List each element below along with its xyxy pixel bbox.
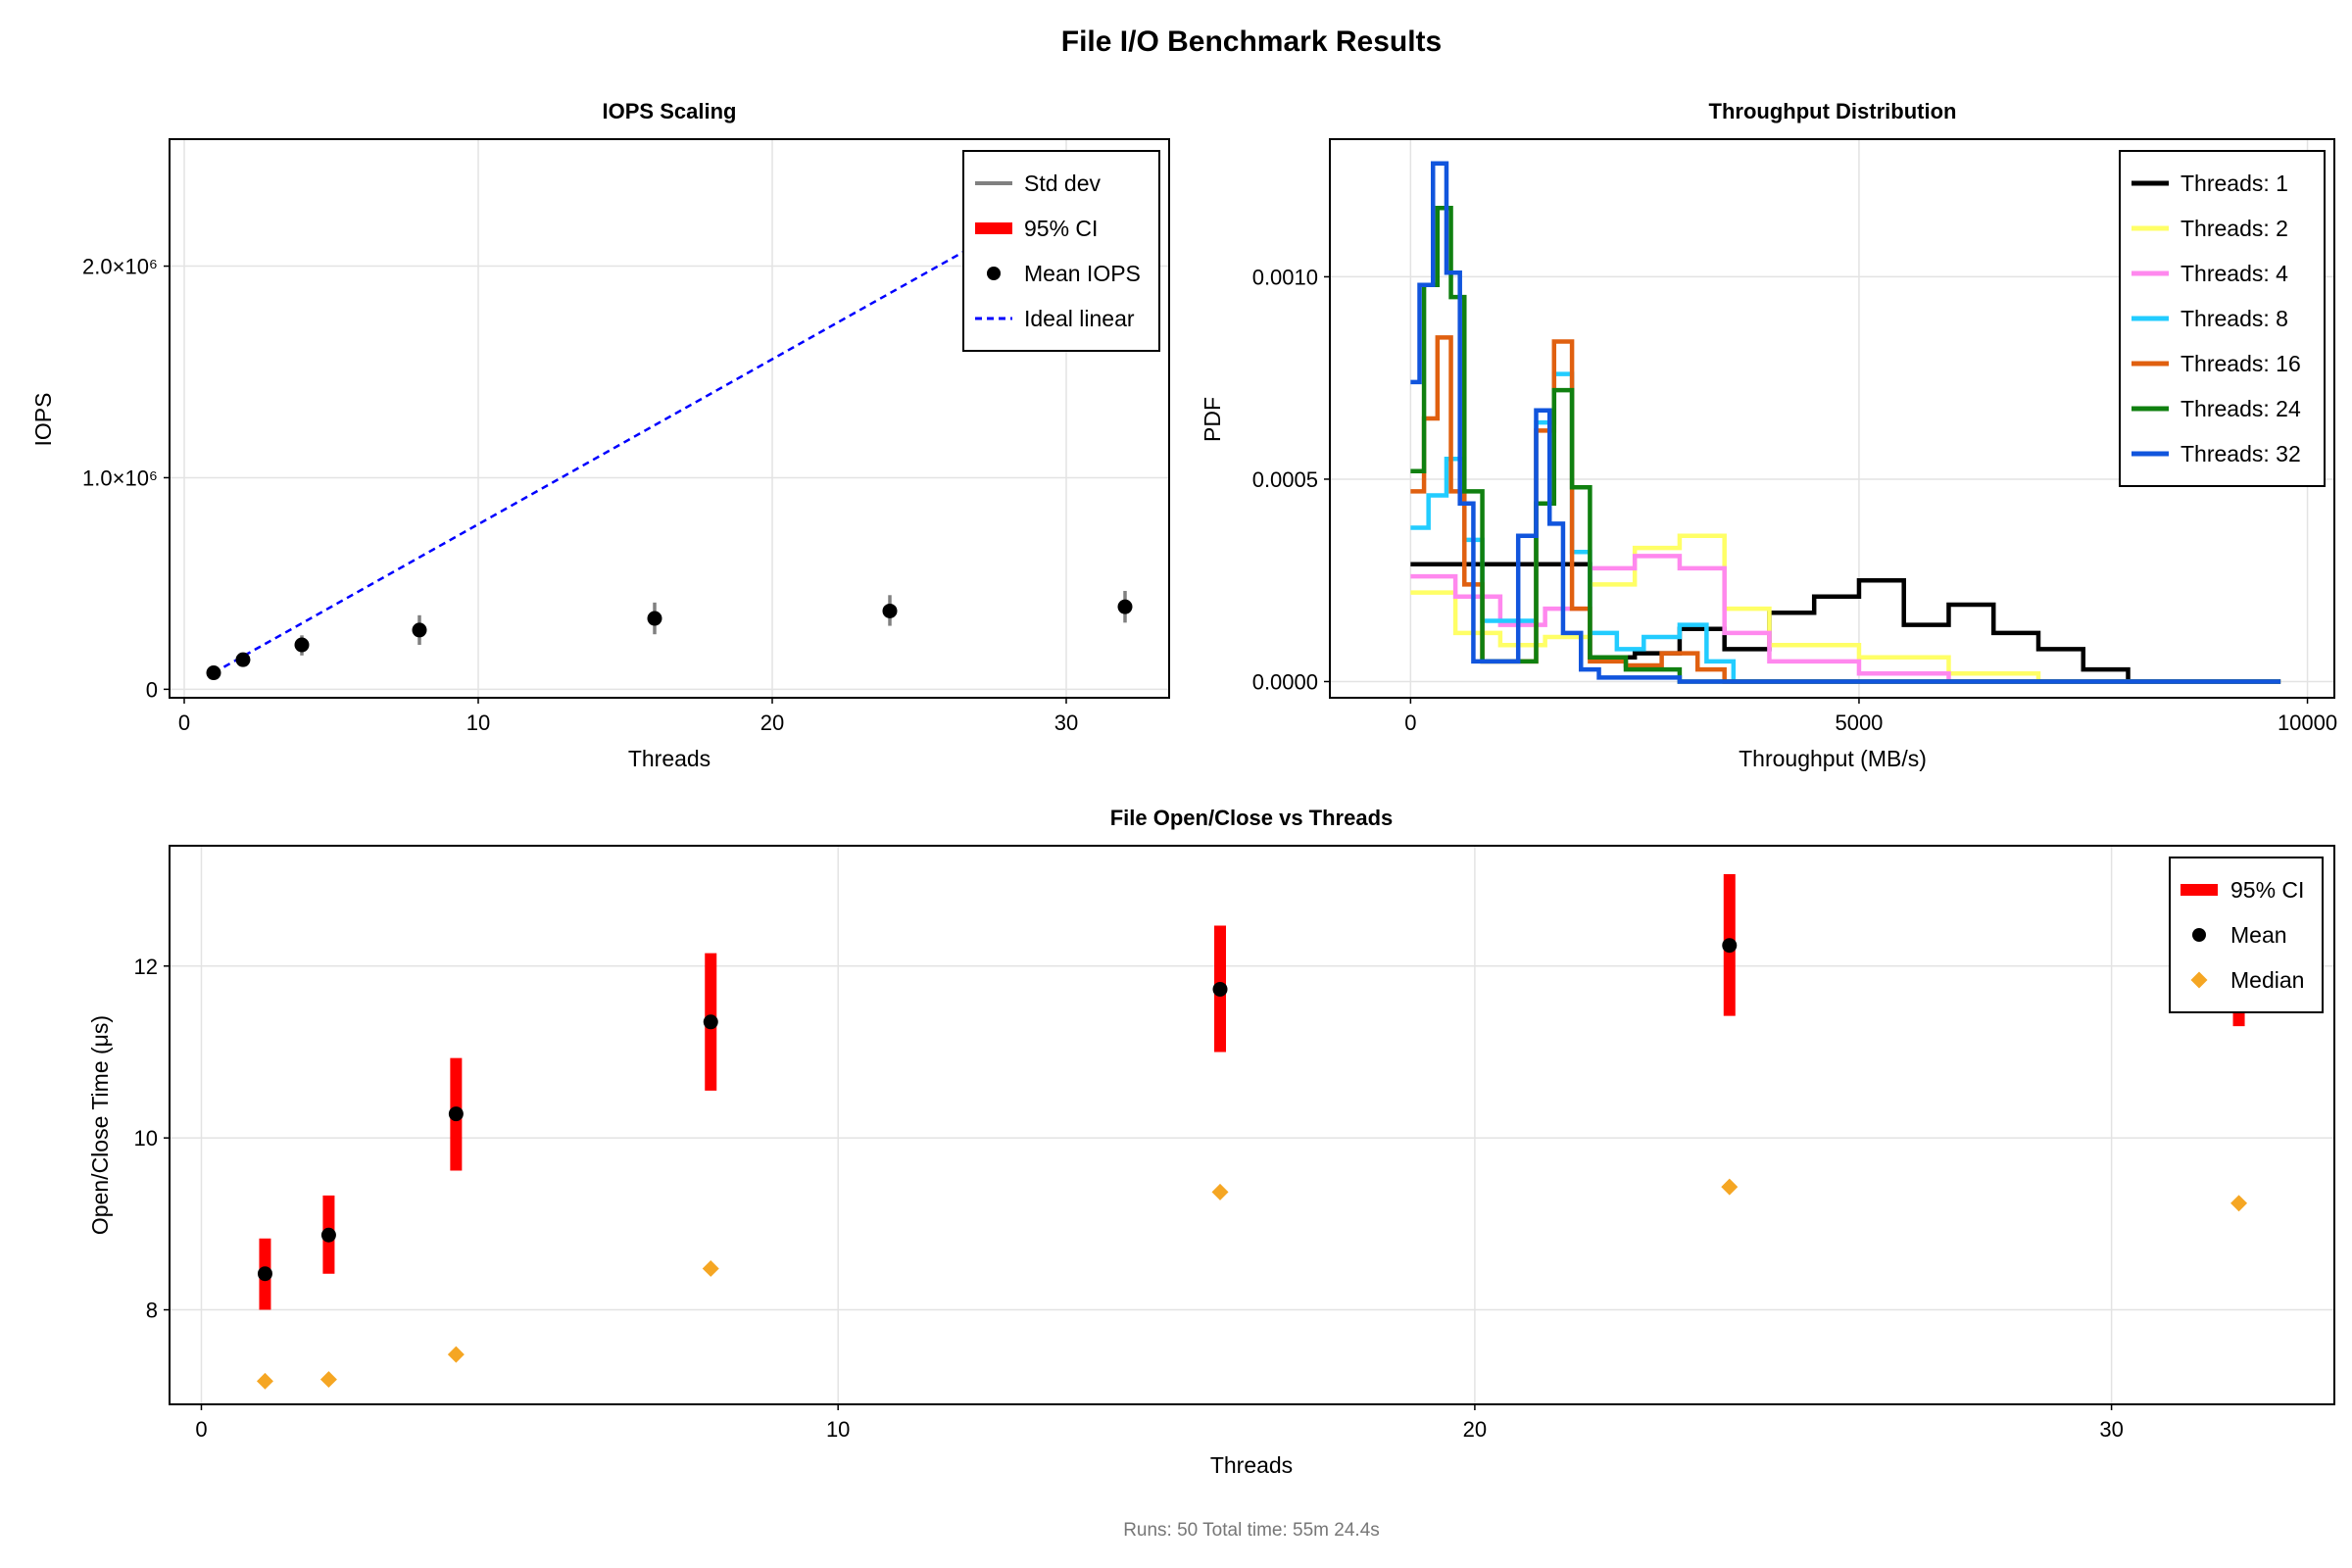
histogram-series-6 <box>1410 205 2281 684</box>
median-point <box>1721 1178 1739 1196</box>
openclose-x-tick-label: 10 <box>826 1417 850 1442</box>
mean-point <box>257 1266 272 1282</box>
legend-mean-swatch <box>987 267 1001 280</box>
legend-series-label: Threads: 1 <box>2180 171 2288 196</box>
legend-std-dev-label: Std dev <box>1024 171 1101 196</box>
throughput-y-axis-label: PDF <box>1200 397 1225 442</box>
throughput-x-tick-label: 5000 <box>1835 710 1883 735</box>
openclose-x-tick-label: 20 <box>1463 1417 1487 1442</box>
iops-y-tick-label: 1.0×10⁶ <box>82 466 158 490</box>
median-point <box>319 1371 337 1389</box>
histogram-series-2 <box>1410 533 2281 684</box>
mean-point <box>1212 981 1228 997</box>
throughput-y-tick-label: 0.0010 <box>1252 265 1318 289</box>
legend-series-label: Threads: 24 <box>2180 396 2301 421</box>
legend-oc-median-label: Median <box>2230 967 2304 993</box>
mean-point <box>448 1106 464 1122</box>
histogram-series-1 <box>1410 562 2281 684</box>
openclose-data-marks <box>256 873 2248 1390</box>
openclose-y-tick-label: 10 <box>134 1126 158 1151</box>
median-point <box>256 1372 273 1390</box>
iops-y-tick-label: 2.0×10⁶ <box>82 255 158 279</box>
iops-x-tick-label: 10 <box>466 710 490 735</box>
openclose-gridlines <box>170 846 2334 1404</box>
mean-point <box>1722 938 1738 954</box>
legend-oc-ci-label: 95% CI <box>2230 877 2304 903</box>
mean-iops-point <box>1117 599 1133 614</box>
openclose-x-tick-label: 0 <box>195 1417 207 1442</box>
legend-oc-mean-label: Mean <box>2230 922 2287 948</box>
open-close-panel: File Open/Close vs Threads Threads Open/… <box>87 806 2335 1478</box>
mean-iops-point <box>206 665 221 681</box>
mean-iops-point <box>647 611 662 626</box>
mean-iops-point <box>412 622 427 638</box>
median-point <box>702 1259 719 1277</box>
histogram-series-7 <box>1410 161 2281 684</box>
legend-mean-label: Mean IOPS <box>1024 261 1141 286</box>
legend-ideal-label: Ideal linear <box>1024 306 1135 331</box>
histogram-series-3 <box>1410 554 2281 684</box>
legend-series-label: Threads: 8 <box>2180 306 2288 331</box>
legend-series-label: Threads: 2 <box>2180 216 2288 241</box>
figure-title: File I/O Benchmark Results <box>1061 25 1442 58</box>
iops-tick-labels: 0 10 20 30 0 1.0×10⁶ 2.0×10⁶ <box>82 255 1078 735</box>
throughput-data-marks <box>1410 161 2281 684</box>
iops-y-axis-label: IOPS <box>30 393 56 447</box>
iops-legend: Std dev 95% CI Mean IOPS Ideal linear <box>962 150 1160 352</box>
iops-x-tick-label: 30 <box>1054 710 1078 735</box>
openclose-x-axis-label: Threads <box>1210 1452 1293 1478</box>
throughput-x-tick-label: 10000 <box>2278 710 2337 735</box>
legend-ci-label: 95% CI <box>1024 216 1098 241</box>
throughput-plot-frame <box>1329 138 2335 699</box>
iops-y-tick-label: 0 <box>146 677 158 702</box>
median-point <box>2230 1195 2248 1212</box>
openclose-y-axis-label: Open/Close Time (μs) <box>87 1015 113 1235</box>
legend-oc-mean-swatch <box>2192 928 2206 942</box>
mean-point <box>320 1227 336 1243</box>
median-point <box>1211 1183 1229 1200</box>
legend-oc-median-swatch <box>2190 971 2208 989</box>
openclose-y-tick-label: 8 <box>146 1298 158 1323</box>
throughput-y-tick-label: 0.0000 <box>1252 669 1318 694</box>
openclose-tick-labels: 0 10 20 30 8 10 12 <box>134 955 2124 1442</box>
openclose-plot-frame <box>169 845 2335 1405</box>
openclose-y-tick-label: 12 <box>134 955 158 979</box>
throughput-legend-items: Threads: 1 Threads: 2 Threads: 4 Threads: 8… <box>2132 171 2301 466</box>
openclose-legend: 95% CI Mean Median <box>2169 857 2324 1013</box>
mean-point <box>703 1014 718 1030</box>
iops-panel-title: IOPS Scaling <box>603 99 737 123</box>
throughput-distribution-panel: Throughput Distribution Throughput (MB/s… <box>1200 99 2337 771</box>
histogram-series-5 <box>1410 335 2281 684</box>
mean-iops-point <box>235 652 251 667</box>
legend-series-label: Threads: 32 <box>2180 441 2301 466</box>
iops-x-tick-label: 0 <box>178 710 190 735</box>
iops-plot-frame <box>169 138 1170 699</box>
throughput-y-tick-label: 0.0005 <box>1252 467 1318 492</box>
openclose-x-tick-label: 30 <box>2099 1417 2123 1442</box>
mean-iops-point <box>882 603 898 618</box>
median-point <box>447 1346 465 1363</box>
throughput-legend: Threads: 1 Threads: 2 Threads: 4 Threads: 8… <box>2119 150 2326 487</box>
iops-scaling-panel: IOPS Scaling Threads IOPS 0 10 20 30 0 1.0×10… <box>30 99 1170 771</box>
openclose-panel-title: File Open/Close vs Threads <box>1110 806 1394 830</box>
mean-iops-point <box>294 637 310 653</box>
throughput-x-axis-label: Throughput (MB/s) <box>1739 746 1927 771</box>
legend-series-label: Threads: 4 <box>2180 261 2288 286</box>
legend-series-label: Threads: 16 <box>2180 351 2301 376</box>
figure-footer: Runs: 50 Total time: 55m 24.4s <box>1123 1520 1380 1541</box>
iops-x-tick-label: 20 <box>760 710 784 735</box>
throughput-tick-labels: 0 5000 10000 0.0000 0.0005 0.0010 <box>1252 265 2337 735</box>
throughput-panel-title: Throughput Distribution <box>1709 99 1957 123</box>
throughput-x-tick-label: 0 <box>1404 710 1416 735</box>
iops-x-axis-label: Threads <box>628 746 710 771</box>
